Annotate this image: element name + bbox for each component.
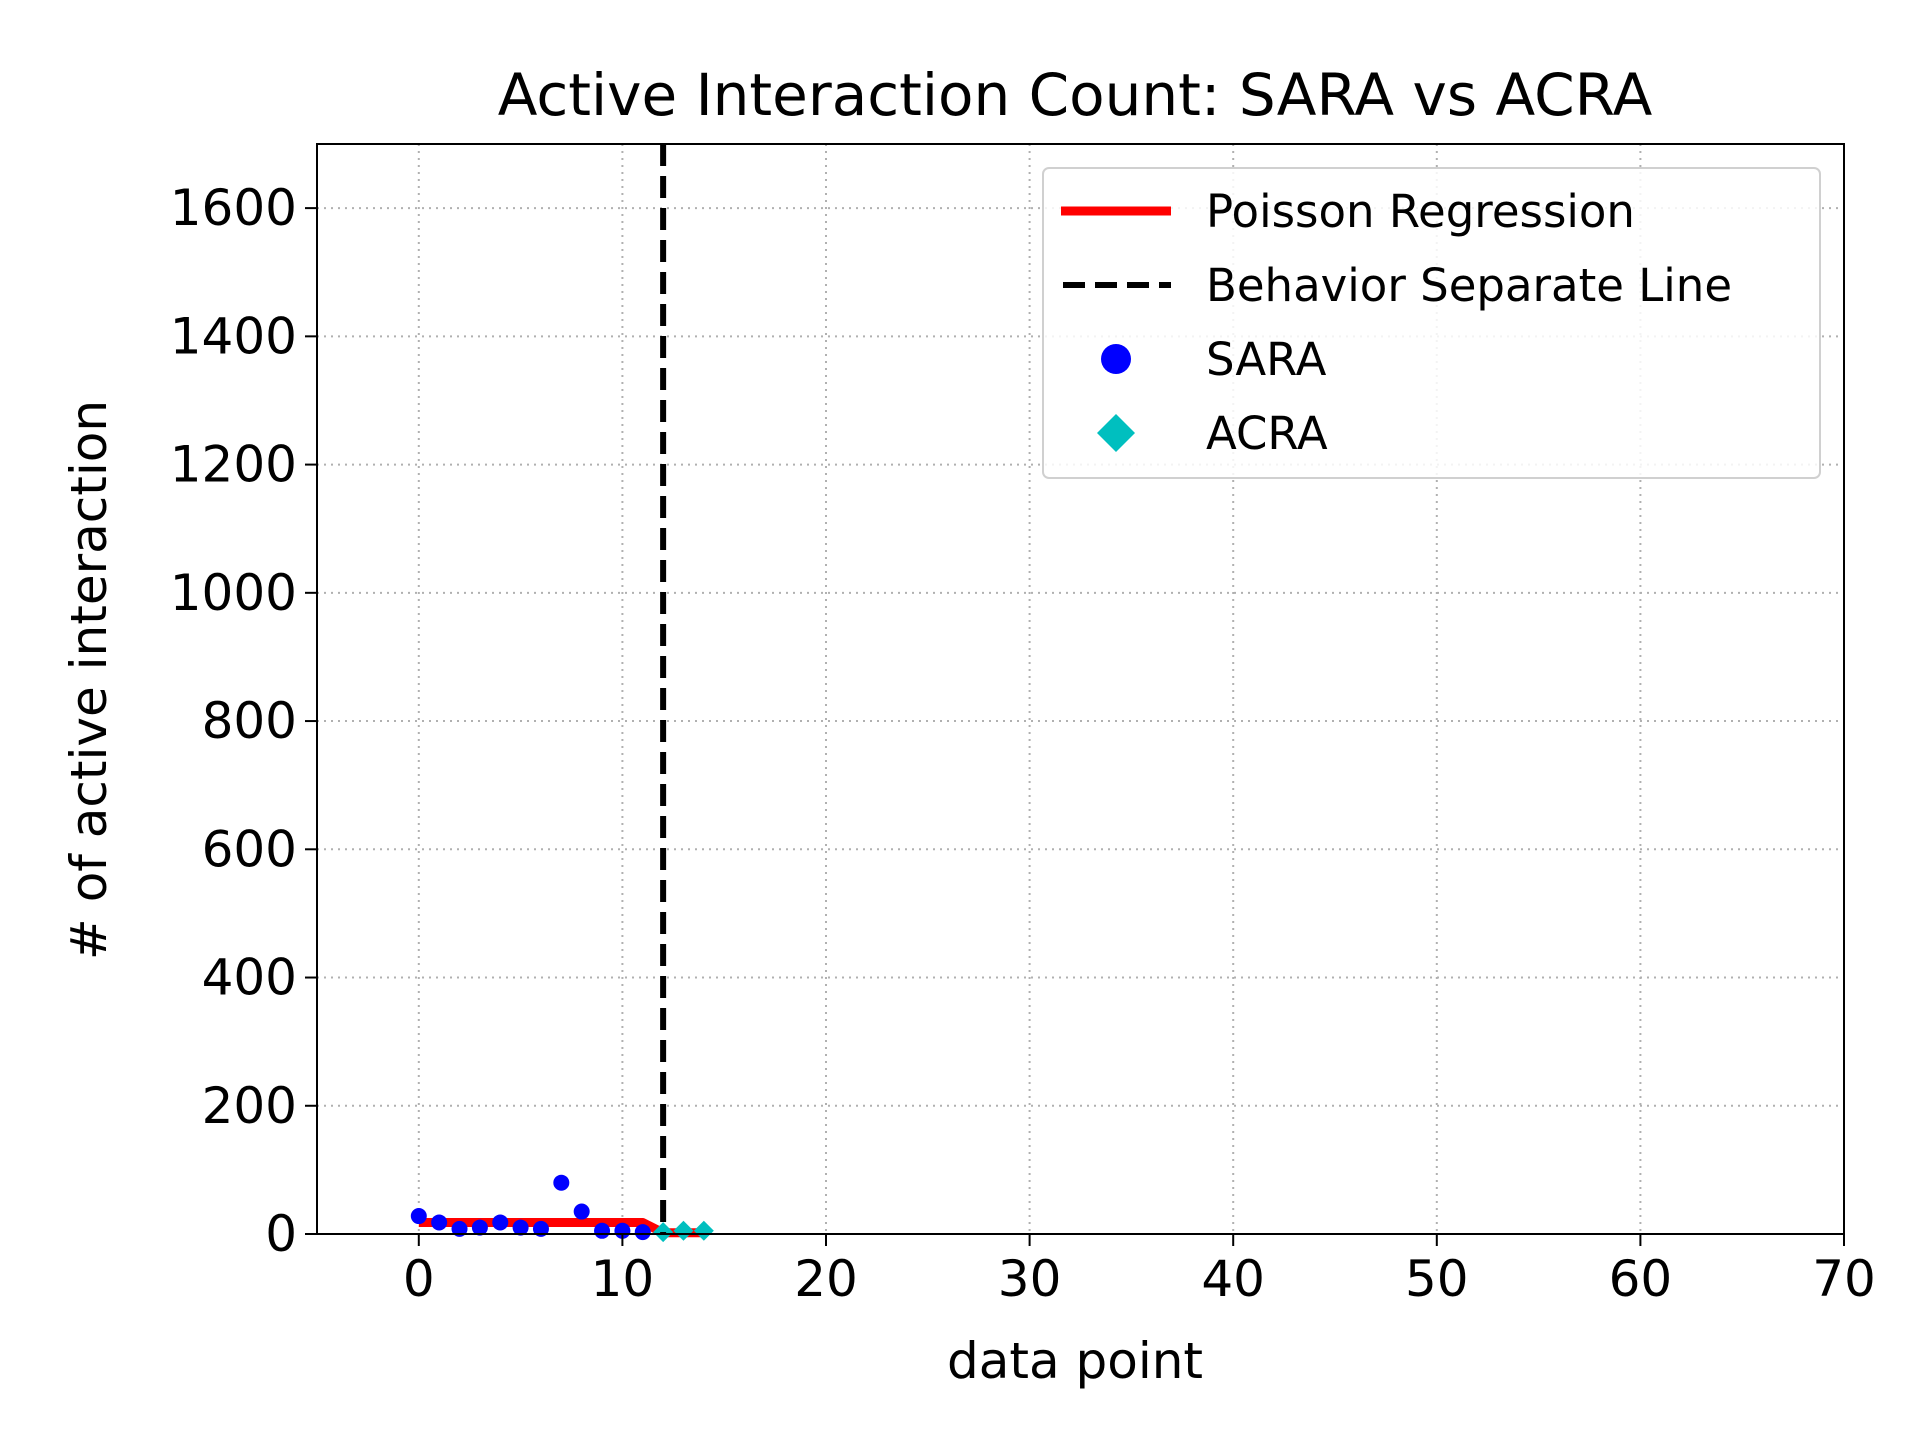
legend-label: Poisson Regression <box>1206 185 1635 238</box>
sara-point <box>634 1224 651 1241</box>
x-tick-label: 70 <box>1812 1250 1876 1308</box>
x-tick-label: 60 <box>1609 1250 1673 1308</box>
legend: Poisson Regression Behavior Separate Line… <box>1042 167 1821 479</box>
y-tick-label: 1600 <box>170 179 297 237</box>
y-tick-label: 1000 <box>170 564 297 622</box>
sara-point <box>410 1208 427 1225</box>
plot-area <box>410 144 714 1243</box>
sara-point <box>471 1219 488 1236</box>
x-axis-label: data point <box>947 1332 1203 1390</box>
x-tick-label: 10 <box>591 1250 655 1308</box>
x-tick-label: 40 <box>1201 1250 1265 1308</box>
legend-sara-swatch <box>1101 344 1131 374</box>
y-tick-label: 400 <box>202 949 297 1007</box>
sara-point <box>573 1203 590 1220</box>
legend-label: ACRA <box>1206 407 1328 460</box>
axis-ticks: 0 10 20 30 40 50 60 70 0 200 400 600 800 1000 1200 1400… <box>170 179 1876 1308</box>
y-axis-label: # of active interaction <box>60 400 118 960</box>
chart-title: Active Interaction Count: SARA vs ACRA <box>498 61 1653 129</box>
sara-point <box>553 1174 570 1191</box>
x-tick-label: 20 <box>794 1250 858 1308</box>
legend-acra-swatch <box>1097 414 1135 452</box>
y-tick-label: 1400 <box>170 307 297 365</box>
sara-point <box>594 1222 611 1239</box>
y-tick-label: 200 <box>202 1077 297 1135</box>
y-tick-label: 600 <box>202 820 297 878</box>
legend-label: SARA <box>1206 333 1327 386</box>
axes-frame <box>316 143 1845 1235</box>
sara-point <box>492 1214 509 1231</box>
x-tick-label: 0 <box>403 1250 435 1308</box>
legend-label: Behavior Separate Line <box>1206 259 1732 312</box>
acra-point <box>673 1220 694 1241</box>
y-tick-label: 1200 <box>170 436 297 494</box>
sara-point <box>451 1220 468 1237</box>
sara-point <box>512 1219 529 1236</box>
x-tick-label: 30 <box>998 1250 1062 1308</box>
sara-point <box>532 1220 549 1237</box>
y-tick-label: 800 <box>202 692 297 750</box>
legend-box <box>1042 167 1821 479</box>
y-tick-label: 0 <box>265 1205 297 1263</box>
acra-point <box>693 1220 714 1241</box>
sara-point <box>431 1214 448 1231</box>
x-tick-label: 50 <box>1405 1250 1469 1308</box>
